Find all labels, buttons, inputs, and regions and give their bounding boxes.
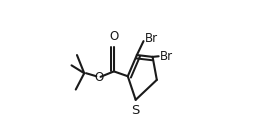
Text: S: S (132, 104, 140, 117)
Text: O: O (95, 71, 104, 84)
Text: Br: Br (145, 32, 158, 45)
Text: Br: Br (160, 50, 173, 63)
Text: O: O (109, 30, 118, 43)
